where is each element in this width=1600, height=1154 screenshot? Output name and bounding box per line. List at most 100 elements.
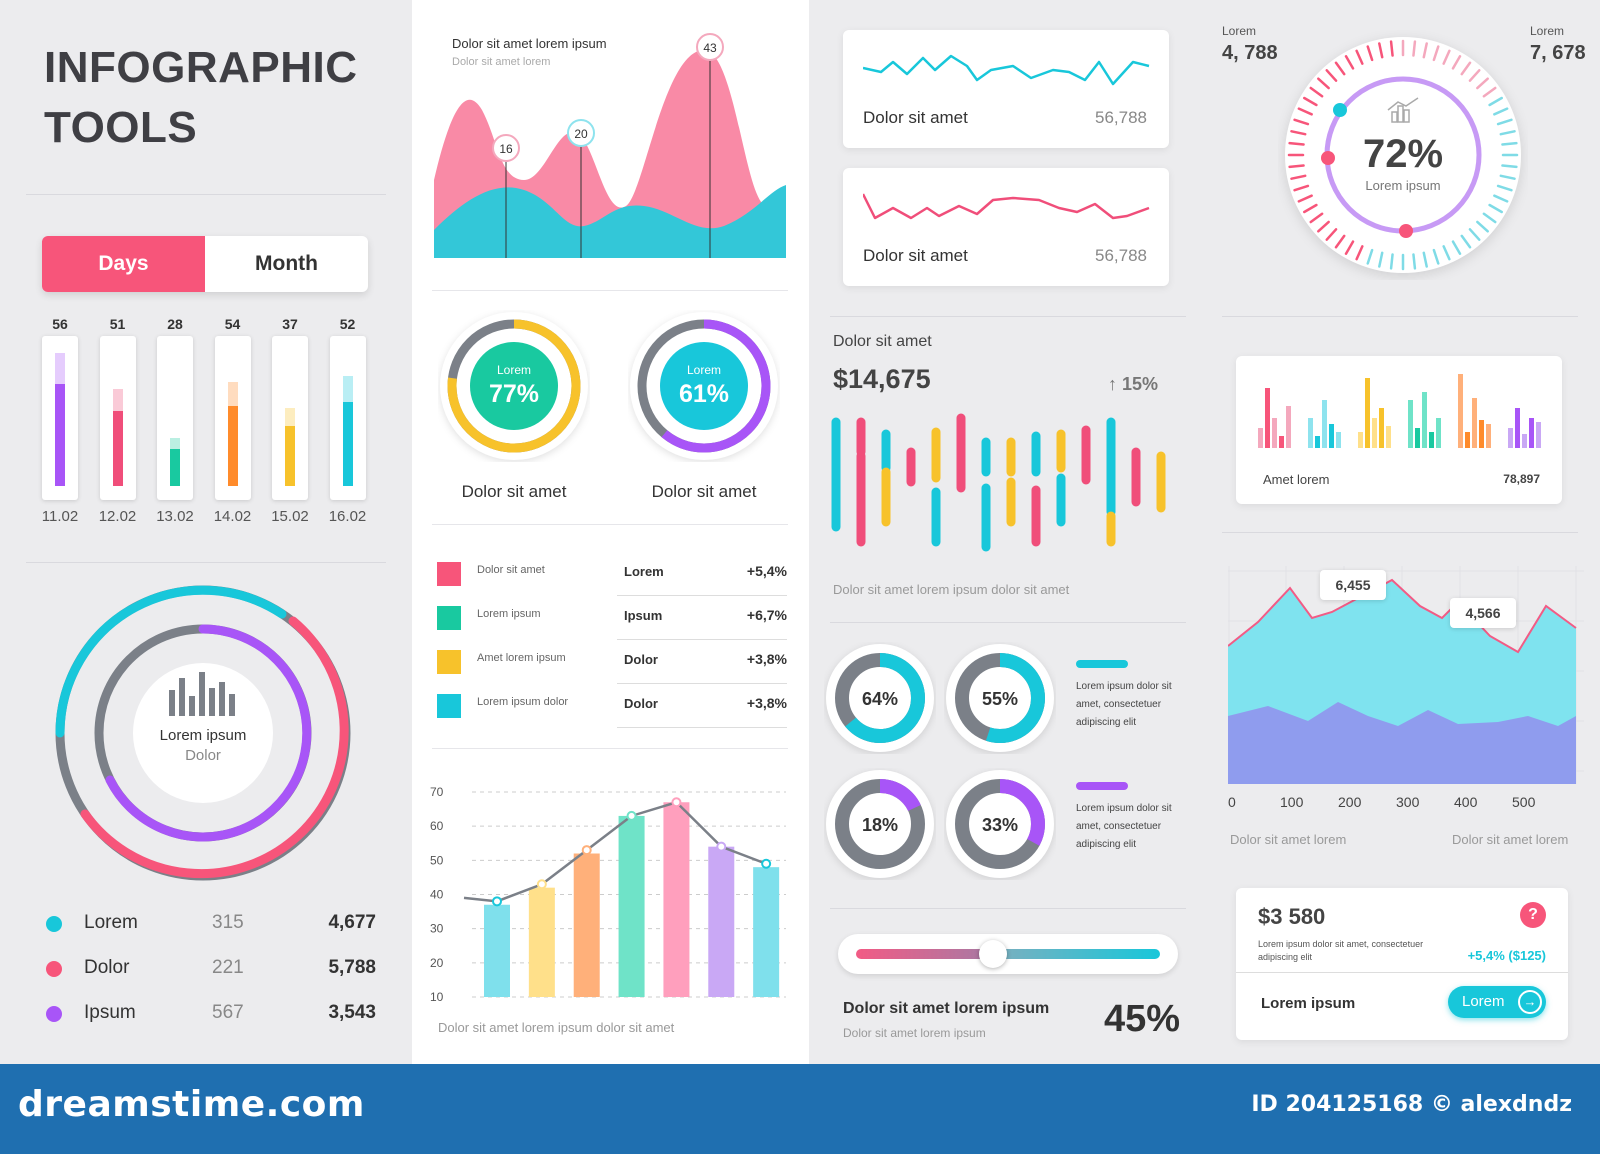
slider-fill [856, 949, 993, 959]
gauge-left-label: Lorem [1222, 24, 1257, 38]
combo-point[interactable] [536, 879, 547, 890]
note-line: amet, consectetuer [1076, 699, 1162, 710]
combo-bar[interactable] [484, 904, 510, 997]
daily-bar-cap [112, 388, 123, 412]
row-color-swatch [437, 650, 461, 674]
combo-bar[interactable] [663, 802, 690, 997]
daily-bar-track [214, 336, 251, 500]
x-tick-label: 200 [1338, 794, 1362, 810]
small-donut-arc [955, 653, 1045, 743]
y-tick-label: 60 [430, 819, 444, 833]
combo-point[interactable] [671, 797, 682, 808]
x-tick-label: 400 [1454, 794, 1478, 810]
big-donut-caption: Dolor sit amet [461, 482, 567, 501]
mini-bar [1429, 432, 1434, 448]
daily-bar[interactable]: 51 12.02 [98, 316, 138, 525]
gauge-value: 72% [1363, 132, 1443, 176]
daily-bar-value: 54 [224, 316, 241, 332]
amount-change-value: 15% [1122, 374, 1159, 394]
daily-bar-track [157, 336, 193, 500]
slider-title: Dolor sit amet lorem ipsum [843, 1000, 1050, 1017]
daily-bar-track [42, 336, 78, 500]
big-donut-value: 77% [489, 380, 539, 408]
x-tick-label: 500 [1512, 794, 1536, 810]
sparkline-card[interactable]: Dolor sit amet 56,788 [843, 168, 1169, 286]
combo-point[interactable] [626, 810, 637, 821]
small-donut: 64% [826, 644, 934, 752]
mountain-caption-left: Dolor sit amet lorem [1230, 832, 1347, 847]
price-card: $3 580 ? Lorem ipsum dolor sit amet, con… [1236, 888, 1568, 1040]
combo-point[interactable] [761, 858, 772, 869]
days-tab[interactable]: Days [42, 236, 205, 292]
daily-bar-date: 16.02 [328, 508, 367, 525]
area-chart-title: Dolor sit amet lorem ipsum [452, 36, 607, 51]
small-donut-value: 33% [982, 815, 1018, 835]
sparkline-card[interactable]: Dolor sit amet 56,788 [843, 30, 1169, 148]
mini-bar [1408, 400, 1413, 448]
daily-bar[interactable]: 37 15.02 [270, 316, 310, 525]
bar-chart-icon [169, 672, 235, 716]
gauge-knob-pink[interactable] [1321, 151, 1335, 165]
area-marker-1[interactable] [492, 134, 520, 162]
daily-bar-cap [227, 381, 238, 406]
note-swatch [1076, 660, 1128, 668]
daily-bar[interactable]: 52 16.02 [328, 316, 368, 525]
row-percent: +6,7% [746, 607, 787, 623]
lorem-button-label: Lorem [1462, 993, 1505, 1010]
combo-bar[interactable] [753, 867, 780, 997]
daily-bar[interactable]: 28 13.02 [155, 316, 195, 525]
area-marker-2[interactable] [567, 119, 595, 147]
slider[interactable] [838, 934, 1178, 974]
slider-sub: Dolor sit amet lorem ipsum [843, 1026, 986, 1040]
combo-point[interactable] [716, 841, 727, 852]
table-row[interactable]: Lorem ipsum dolor Dolor +3,8% [437, 688, 787, 728]
footer-logo[interactable]: dreamstime.com [18, 1084, 365, 1125]
daily-bar-cap [55, 353, 65, 384]
row-category: Dolor [624, 696, 658, 711]
gauge-knob-pink-2[interactable] [1399, 224, 1413, 238]
lorem-button[interactable]: Lorem → [1448, 986, 1546, 1018]
note-line: Lorem ipsum dolor sit [1076, 681, 1172, 692]
mini-bar [1315, 436, 1320, 448]
combo-bar[interactable] [708, 846, 735, 997]
table-row[interactable]: Amet lorem ipsum Dolor +3,8% [437, 644, 787, 684]
slider-handle[interactable] [978, 940, 1007, 968]
daily-bar[interactable]: 54 14.02 [213, 316, 253, 525]
help-icon[interactable]: ? [1520, 902, 1546, 928]
daily-bar[interactable]: 56 11.02 [40, 316, 80, 525]
daily-bar-fill [342, 401, 353, 486]
small-donut-arc [955, 779, 1045, 869]
mini-bar [1386, 426, 1391, 448]
sparkline-label: Dolor sit amet [863, 108, 968, 127]
daily-bar-cap [342, 376, 353, 402]
combo-bar[interactable] [573, 853, 600, 998]
donut-note: Lorem ipsum dolor sit amet, consectetuer a… [1076, 800, 1172, 854]
y-tick-label: 40 [430, 888, 444, 902]
sparkline [863, 54, 1150, 86]
table-row[interactable]: Lorem ipsum Ipsum +6,7% [437, 600, 787, 640]
row-color-swatch [437, 606, 461, 630]
row-percent: +3,8% [746, 695, 787, 711]
combo-bar[interactable] [618, 815, 645, 997]
combo-bar[interactable] [528, 887, 555, 997]
footer-id: ID 204125168 © alexdndz [1251, 1092, 1572, 1117]
combo-point[interactable] [581, 845, 592, 856]
note-line: adipiscing elit [1076, 839, 1137, 850]
table-row[interactable]: Dolor sit amet Lorem +5,4% [437, 556, 787, 596]
combo-point[interactable] [492, 896, 502, 907]
gauge-knob-cyan[interactable] [1333, 103, 1347, 117]
note-swatch [1076, 782, 1128, 790]
days-month-toggle[interactable]: Days Month [42, 236, 368, 292]
gauge-right-label: Lorem [1530, 24, 1565, 38]
building-chart-icon [1387, 97, 1419, 123]
mini-bar [1365, 378, 1370, 448]
daily-bar-cap [285, 408, 295, 427]
big-donut-arc [447, 319, 581, 453]
combo-line [463, 800, 767, 903]
x-tick-label: 0 [1228, 794, 1236, 810]
daily-bar-track [329, 336, 366, 500]
ring-chart: Lorem ipsum Dolor [55, 585, 351, 881]
month-tab[interactable]: Month [255, 252, 318, 275]
area-marker-3[interactable] [696, 33, 724, 61]
mini-bars-value: 78,897 [1503, 472, 1540, 486]
